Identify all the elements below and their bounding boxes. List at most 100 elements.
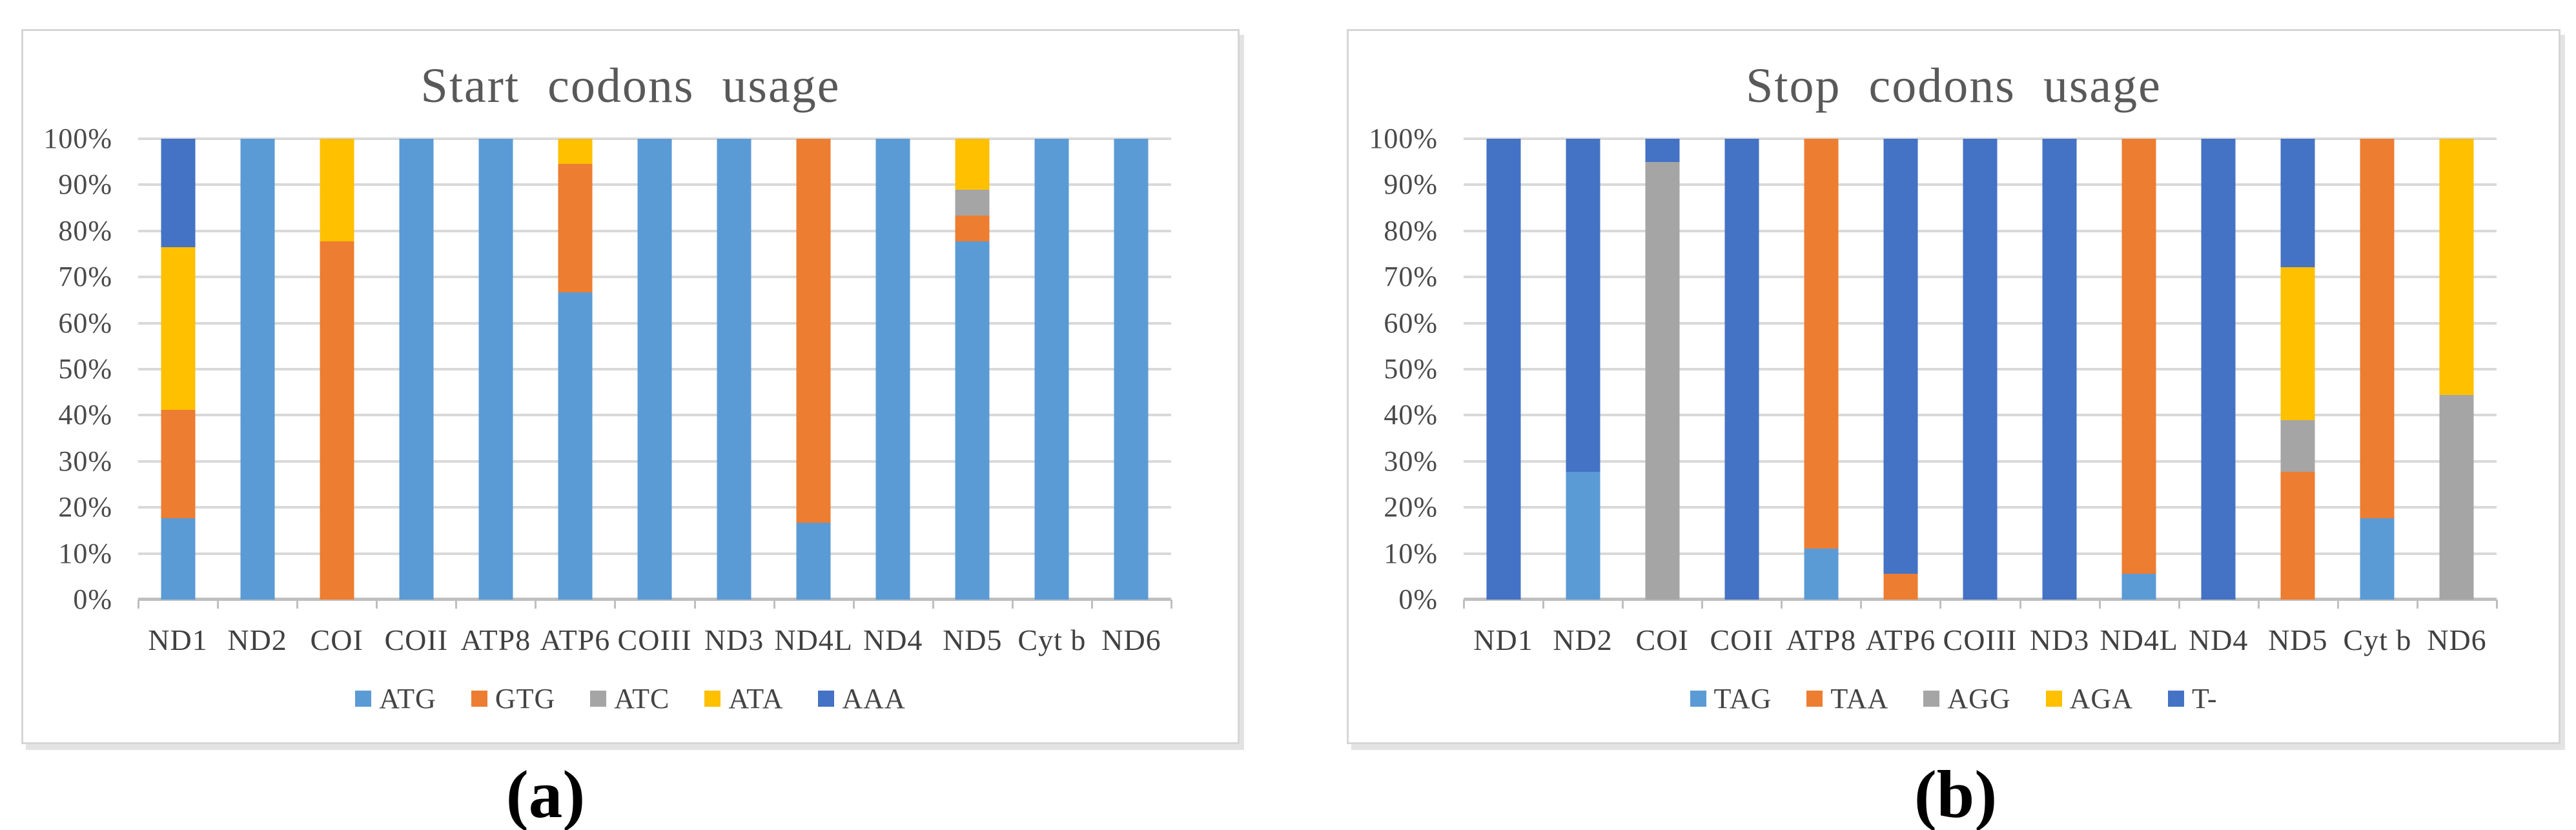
legend-item-ATC: ATC [590, 682, 670, 715]
y-axis-label: 50% [1384, 353, 1438, 385]
x-axis-label-ND4: ND4 [863, 623, 923, 656]
x-axis-tick [2098, 600, 2101, 609]
legend: TAG TAA AGG AGA T- [1349, 682, 2559, 715]
legend-item-AGG: AGG [1923, 682, 2010, 715]
bar-slot-ND2 [218, 139, 297, 600]
legend-swatch-AAA [818, 691, 835, 707]
legend-item-AGA: AGA [2045, 682, 2133, 715]
caption-a: (a) [506, 756, 586, 830]
y-axis-label: 30% [58, 445, 112, 477]
caption-b: (b) [1914, 756, 1998, 830]
legend-item-ATA: ATA [704, 682, 783, 715]
y-axis-label: 60% [1384, 307, 1438, 339]
bar-segment-ATP8-ATG [478, 139, 513, 600]
bar-segment-ND6-AGG [2439, 394, 2474, 600]
legend-swatch-AGG [1923, 691, 1940, 707]
y-axis-label: 40% [58, 399, 112, 431]
y-axis-label: 50% [58, 353, 112, 385]
legend-label-AGG: AGG [1947, 683, 2011, 714]
legend-swatch-TAA [1806, 691, 1823, 707]
y-axis-label: 20% [58, 491, 112, 523]
stacked-bar-ND4L [2121, 139, 2156, 600]
stacked-bar-ND6 [2439, 139, 2474, 600]
bar-slot-ND5 [933, 139, 1012, 600]
legend-swatch-AGA [2045, 691, 2062, 707]
bar-slot-COIII [615, 139, 694, 600]
bar-slot-ND4 [854, 139, 933, 600]
x-axis-label-ATP8: ATP8 [1786, 623, 1857, 656]
bar-segment-ND2-TAG [1566, 471, 1600, 600]
legend-item-TAA: TAA [1806, 682, 1888, 715]
x-axis-tick [614, 600, 617, 609]
plot-area [1463, 137, 2498, 609]
legend-label-ATG: ATG [379, 683, 436, 714]
stop-codons-chart-panel: Stop codons usage 0% 10% 20% 30% 40% 50% 60% 70… [1347, 29, 2561, 744]
y-axis-label: 40% [1384, 399, 1438, 431]
stacked-bar-ND3 [717, 139, 751, 600]
legend-label-GTG: GTG [495, 683, 556, 714]
x-axis-label-Cyt b: Cyt b [2343, 623, 2412, 656]
x-axis-tick [2496, 600, 2498, 609]
stacked-bar-ATP8 [478, 139, 513, 600]
stacked-bar-Cyt b [2360, 139, 2395, 600]
x-axis-label-ND6: ND6 [2427, 623, 2487, 656]
bar-slot-COI [297, 139, 376, 600]
stacked-bar-ND1 [1486, 139, 1521, 600]
bar-segment-COIII-T- [1963, 139, 1998, 600]
bar-segment-ND1-GTG [161, 409, 196, 519]
x-axis-label-COII: COII [384, 623, 449, 656]
bar-segment-COIII-ATG [637, 139, 672, 600]
x-axis-tick [693, 600, 696, 609]
stacked-bar-ND1 [161, 139, 196, 600]
y-axis-label: 60% [58, 307, 112, 339]
x-axis-tick [2336, 600, 2339, 609]
bar-segment-ND1-ATG [161, 518, 196, 600]
bar-segment-ND4-T- [2201, 139, 2236, 600]
bar-segment-ATP8-TAA [1804, 139, 1839, 549]
stacked-bar-ND3 [2042, 139, 2077, 600]
stacked-bar-ND2 [240, 139, 275, 600]
legend-swatch-ATC [590, 691, 607, 707]
bar-slot-ND2 [1543, 139, 1622, 600]
stacked-bar-ND4 [2201, 139, 2236, 600]
bar-slot-ND1 [138, 139, 218, 600]
bar-slot-ND3 [2020, 139, 2100, 600]
legend-swatch-T- [2167, 691, 2184, 707]
bar-segment-ATP6-ATA [558, 139, 593, 165]
bar-segment-ND3-ATG [717, 139, 751, 600]
bar-slot-Cyt b [2338, 139, 2417, 600]
x-axis-label-ND4: ND4 [2188, 623, 2249, 656]
y-axis-label: 10% [1384, 537, 1438, 569]
x-axis-tick [852, 600, 855, 609]
stacked-bar-ND4 [875, 139, 910, 600]
x-axis-tick [1463, 600, 1465, 609]
stacked-bar-ND4L [796, 139, 831, 600]
stacked-bar-COIII [637, 139, 672, 600]
bar-slot-ATP6 [535, 139, 615, 600]
bar-segment-ND4L-ATG [796, 522, 831, 600]
y-axis-label: 70% [1384, 261, 1438, 293]
x-axis-label-ATP6: ATP6 [540, 623, 611, 656]
bar-segment-COII-ATG [399, 139, 434, 600]
x-axis-label-ND3: ND3 [2029, 623, 2090, 656]
y-axis-label: 70% [58, 261, 112, 293]
bar-slot-COII [376, 139, 456, 600]
legend: ATG GTG ATC ATA AAA [23, 682, 1238, 715]
x-axis-label-ND5: ND5 [943, 623, 1003, 656]
x-axis-label-COI: COI [1635, 623, 1689, 656]
bar-segment-ND4-ATG [875, 139, 910, 600]
bar-segment-ND1-T- [1486, 139, 1521, 600]
bar-segment-ND5-AGG [2280, 420, 2315, 472]
y-axis-label: 90% [58, 168, 112, 201]
bar-slot-ATP8 [1781, 139, 1861, 600]
legend-label-ATA: ATA [728, 683, 784, 714]
bar-slot-ND3 [695, 139, 774, 600]
bar-slot-COIII [1940, 139, 2019, 600]
plot-area [138, 137, 1172, 609]
y-axis-label: 90% [1384, 168, 1438, 201]
bar-slot-Cyt b [1012, 139, 1092, 600]
bar-segment-ND5-AGA [2280, 267, 2315, 421]
x-axis-tick [1542, 600, 1545, 609]
bar-slot-ND6 [1092, 139, 1171, 600]
x-axis-label-ATP6: ATP6 [1865, 623, 1936, 656]
